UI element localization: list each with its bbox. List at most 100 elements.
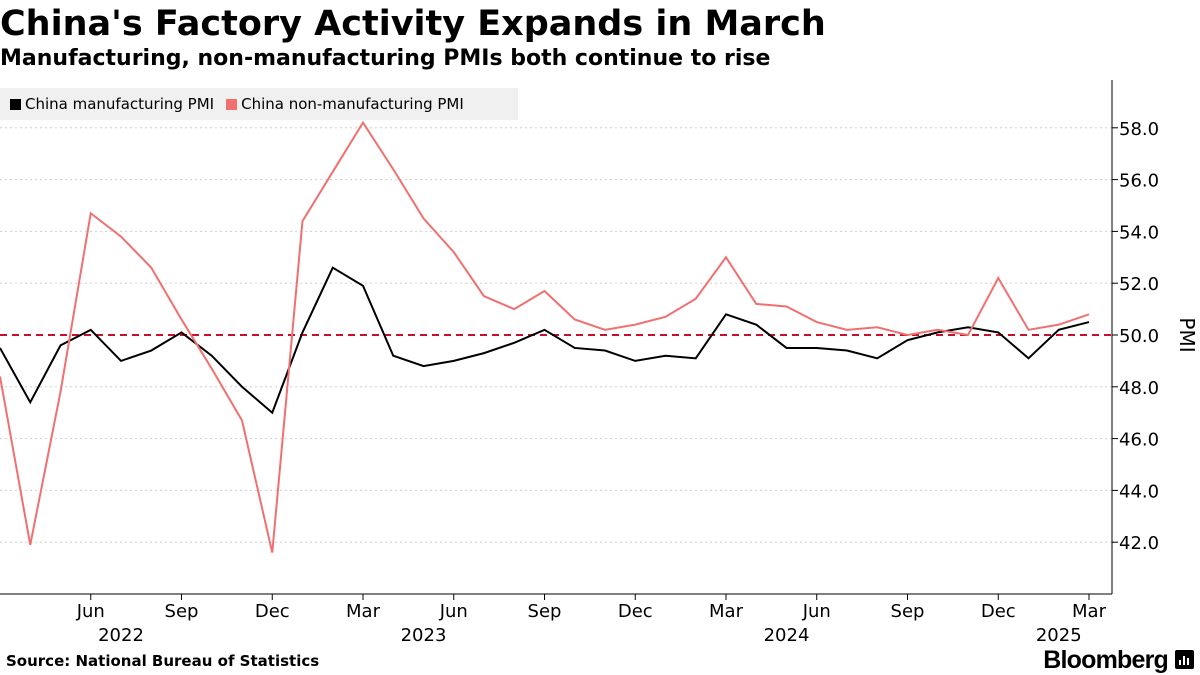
data-point-manufacturing (392, 355, 394, 357)
x-year-label: 2022 (98, 625, 144, 646)
data-point-manufacturing (241, 386, 243, 388)
data-point-non-manufacturing (181, 318, 183, 320)
x-tick-label: Sep (528, 601, 562, 622)
data-point-non-manufacturing (544, 290, 546, 292)
data-point-non-manufacturing (271, 552, 273, 554)
data-point-non-manufacturing (60, 391, 62, 393)
data-point-manufacturing (695, 357, 697, 359)
data-point-non-manufacturing (90, 212, 92, 214)
series-line-manufacturing (0, 266, 1090, 415)
data-point-non-manufacturing (483, 295, 485, 297)
source-note: Source: National Bureau of Statistics (6, 652, 320, 670)
data-point-non-manufacturing (876, 326, 878, 328)
data-point-non-manufacturing (241, 419, 243, 421)
data-point-manufacturing (816, 347, 818, 349)
x-year-label: 2025 (1036, 625, 1082, 646)
data-point-manufacturing (332, 267, 334, 269)
data-point-non-manufacturing (120, 236, 122, 238)
data-point-manufacturing (90, 329, 92, 331)
data-point-non-manufacturing (997, 277, 999, 279)
data-point-manufacturing (786, 347, 788, 349)
y-tick-label: 52.0 (1119, 274, 1159, 295)
x-tick-label: Dec (981, 601, 1016, 622)
data-point-non-manufacturing (332, 171, 334, 173)
data-point-non-manufacturing (423, 217, 425, 219)
chart-subtitle: Manufacturing, non-manufacturing PMIs bo… (0, 46, 771, 71)
y-tick-label: 46.0 (1119, 430, 1159, 451)
x-tick-label: Sep (891, 601, 925, 622)
x-tick-label: Jun (802, 601, 831, 622)
data-point-manufacturing (937, 331, 939, 333)
data-point-manufacturing (604, 350, 606, 352)
data-point-manufacturing (755, 324, 757, 326)
x-tick-label: Dec (255, 601, 290, 622)
data-point-manufacturing (483, 352, 485, 354)
data-point-manufacturing (846, 350, 848, 352)
data-point-manufacturing (997, 331, 999, 333)
data-point-non-manufacturing (513, 308, 515, 310)
series-line-non-manufacturing (0, 120, 1090, 553)
data-point-manufacturing (907, 339, 909, 341)
data-point-non-manufacturing (1058, 324, 1060, 326)
data-point-manufacturing (271, 412, 273, 414)
data-point-manufacturing (1088, 321, 1090, 323)
data-point-manufacturing (181, 331, 183, 333)
data-point-non-manufacturing (150, 267, 152, 269)
data-point-manufacturing (1058, 329, 1060, 331)
data-point-non-manufacturing (846, 329, 848, 331)
legend-item-non-manufacturing: China non-manufacturing PMI (226, 95, 464, 113)
y-tick-label: 54.0 (1119, 222, 1159, 243)
y-tick-label: 44.0 (1119, 481, 1159, 502)
x-tick-label: Mar (1072, 601, 1107, 622)
x-tick-label: Mar (709, 601, 744, 622)
data-point-manufacturing (544, 329, 546, 331)
data-point-non-manufacturing (453, 251, 455, 253)
x-year-label: 2024 (764, 625, 810, 646)
legend-item-manufacturing: China manufacturing PMI (10, 95, 214, 113)
data-point-manufacturing (725, 313, 727, 315)
data-point-manufacturing (423, 365, 425, 367)
legend-label-manufacturing: China manufacturing PMI (25, 95, 215, 113)
data-point-non-manufacturing (634, 324, 636, 326)
brand-logo-text: Bloomberg (1043, 646, 1169, 674)
data-point-non-manufacturing (786, 306, 788, 308)
data-point-non-manufacturing (725, 256, 727, 258)
data-point-manufacturing (302, 331, 304, 333)
x-year-label: 2023 (401, 625, 447, 646)
data-point-non-manufacturing (362, 122, 364, 124)
data-point-non-manufacturing (1088, 313, 1090, 315)
bar-chart-icon (1175, 650, 1194, 669)
data-point-manufacturing (1028, 357, 1030, 359)
data-point-non-manufacturing (604, 329, 606, 331)
data-point-non-manufacturing (695, 298, 697, 300)
data-point-manufacturing (150, 350, 152, 352)
y-tick-label: 48.0 (1119, 378, 1159, 399)
data-point-manufacturing (60, 344, 62, 346)
x-tick-label: Dec (618, 601, 653, 622)
data-point-manufacturing (211, 355, 213, 357)
data-point-non-manufacturing (755, 303, 757, 305)
data-point-non-manufacturing (392, 168, 394, 170)
x-tick-label: Jun (76, 601, 105, 622)
data-point-manufacturing (574, 347, 576, 349)
data-point-non-manufacturing (967, 334, 969, 336)
chart-title: China's Factory Activity Expands in Marc… (0, 4, 826, 44)
data-point-manufacturing (29, 401, 31, 403)
data-point-manufacturing (634, 360, 636, 362)
data-point-non-manufacturing (1028, 329, 1030, 331)
y-tick-label: 42.0 (1119, 533, 1159, 554)
x-tick-label: Sep (165, 601, 199, 622)
data-point-non-manufacturing (907, 334, 909, 336)
x-tick-label: Mar (346, 601, 381, 622)
data-point-manufacturing (513, 342, 515, 344)
data-point-non-manufacturing (302, 220, 304, 222)
chart-legend: China manufacturing PMI China non-manufa… (0, 88, 518, 120)
y-axis-title: PMI (1175, 317, 1199, 352)
data-point-non-manufacturing (665, 316, 667, 318)
y-tick-label: 50.0 (1119, 326, 1159, 347)
x-tick-label: Jun (439, 601, 468, 622)
data-point-non-manufacturing (937, 329, 939, 331)
data-point-manufacturing (362, 285, 364, 287)
data-point-manufacturing (120, 360, 122, 362)
